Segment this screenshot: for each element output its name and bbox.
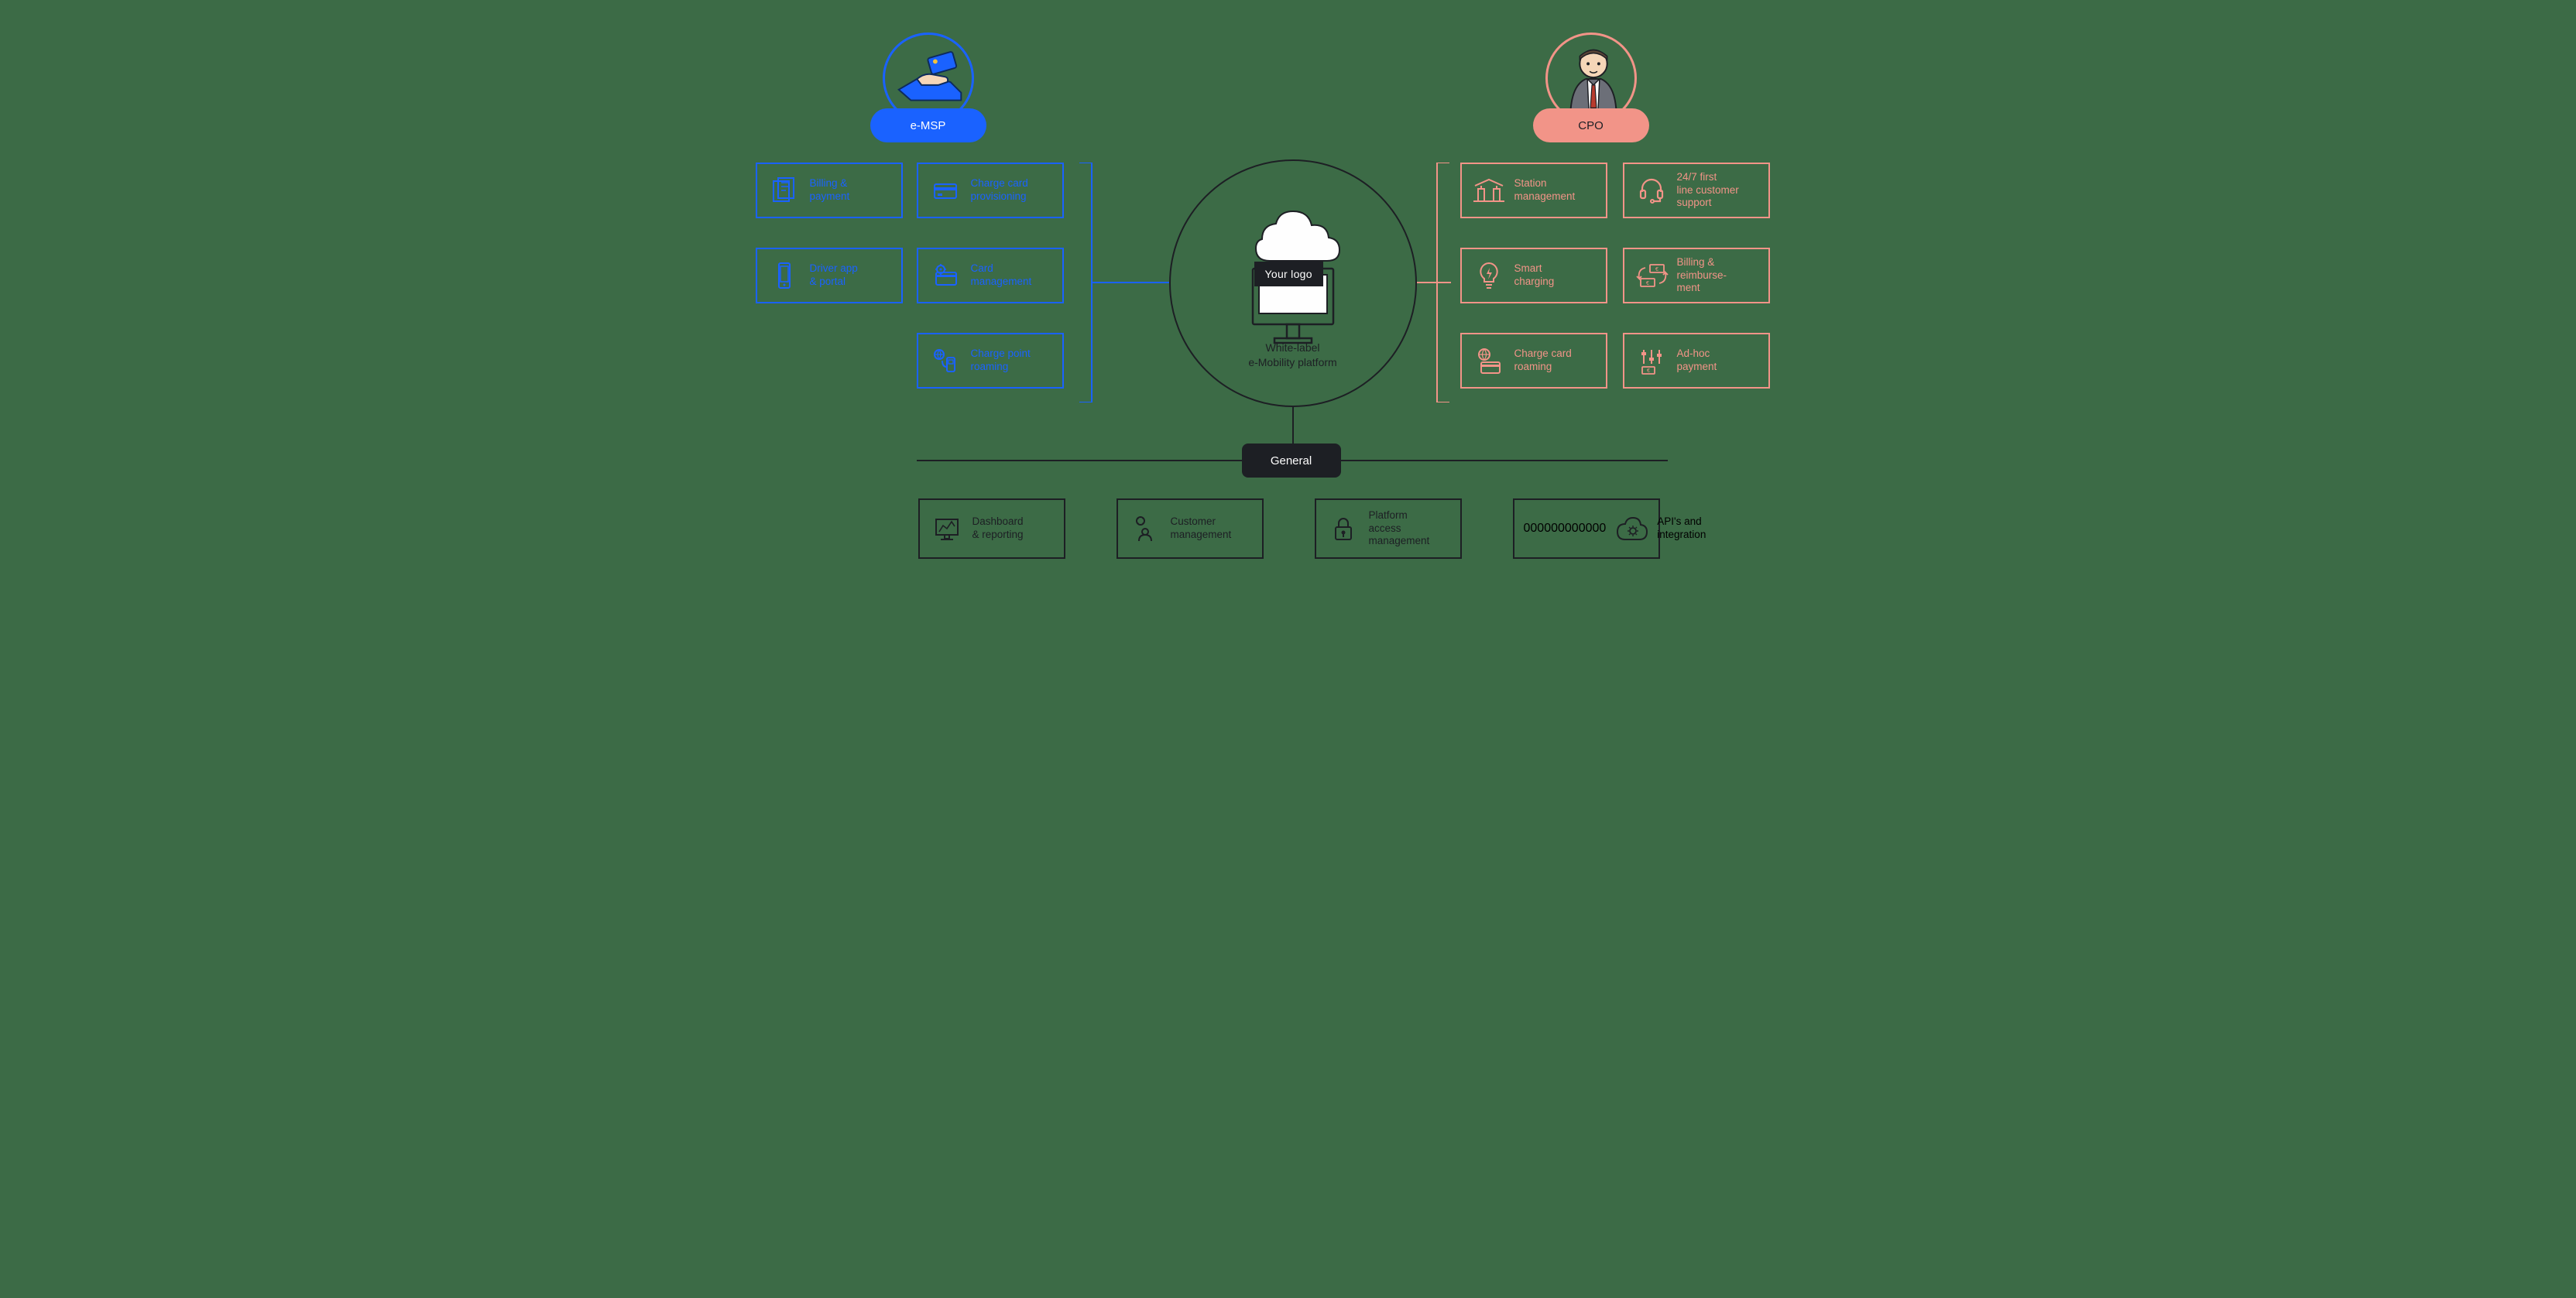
emsp-box-billing: Billing & payment bbox=[756, 163, 903, 218]
gen-box-dashboard-label: Dashboard & reporting bbox=[972, 515, 1024, 542]
cpo-box-reimburse-label: Billing & reimburse- ment bbox=[1677, 256, 1727, 296]
emsp-box-cp-roaming: Charge point roaming bbox=[917, 333, 1064, 389]
emsp-box-driver-app-label: Driver app & portal bbox=[810, 262, 858, 289]
station-icon bbox=[1471, 173, 1507, 208]
gen-box-customer-label: Customer management bbox=[1171, 515, 1232, 542]
emsp-box-card-manage: Card management bbox=[917, 248, 1064, 303]
hub-subtitle: White-label e-Mobility platform bbox=[1216, 341, 1370, 370]
gen-box-api-label: API's and integration bbox=[1657, 515, 1706, 542]
cpo-pill: CPO bbox=[1533, 108, 1649, 142]
cpo-pill-label: CPO bbox=[1578, 119, 1604, 132]
cpo-box-station: Station management bbox=[1460, 163, 1607, 218]
svg-text:€: € bbox=[1647, 368, 1650, 374]
smart-charge-icon bbox=[1471, 258, 1507, 293]
emsp-pill-label: e-MSP bbox=[911, 119, 946, 132]
cpo-box-smart-label: Smart charging bbox=[1514, 262, 1555, 289]
general-pill-label: General bbox=[1271, 454, 1312, 467]
emsp-pill: e-MSP bbox=[870, 108, 986, 142]
gen-box-access: Platform access management bbox=[1315, 498, 1462, 559]
cust-mgmt-icon bbox=[1127, 511, 1163, 546]
cpo-box-support: 24/7 first line customer support bbox=[1623, 163, 1770, 218]
cp-roaming-icon bbox=[928, 343, 963, 378]
cc-roaming-icon bbox=[1471, 343, 1507, 378]
hub-connector-left bbox=[1099, 282, 1169, 283]
cpo-box-smart: Smart charging bbox=[1460, 248, 1607, 303]
reimburse-icon: €€ bbox=[1634, 258, 1669, 293]
emsp-bracket bbox=[1078, 163, 1099, 402]
svg-text:€: € bbox=[1646, 281, 1649, 286]
cpo-box-reimburse: €€ Billing & reimburse- ment bbox=[1623, 248, 1770, 303]
dashboard-icon bbox=[929, 511, 965, 546]
emsp-box-card-manage-label: Card management bbox=[971, 262, 1032, 289]
billing-icon bbox=[767, 173, 802, 208]
general-pill: General bbox=[1242, 444, 1341, 478]
gen-box-api: 000000000000 API's and integration bbox=[1513, 498, 1660, 559]
gen-box-access-label: Platform access management bbox=[1369, 509, 1430, 549]
svg-text:€: € bbox=[1655, 267, 1658, 272]
emsp-box-cp-roaming-label: Charge point roaming bbox=[971, 348, 1031, 374]
card-manage-icon bbox=[928, 258, 963, 293]
gen-box-dashboard: Dashboard & reporting bbox=[918, 498, 1065, 559]
cpo-box-cc-roaming: Charge card roaming bbox=[1460, 333, 1607, 389]
emsp-box-card-provision: Charge card provisioning bbox=[917, 163, 1064, 218]
cpo-box-cc-roaming-label: Charge card roaming bbox=[1514, 348, 1572, 374]
cpo-box-adhoc-label: Ad-hoc payment bbox=[1677, 348, 1717, 374]
adhoc-icon: € bbox=[1634, 343, 1669, 378]
headset-icon bbox=[1634, 173, 1669, 208]
card-provision-icon bbox=[928, 173, 963, 208]
lock-icon bbox=[1326, 511, 1361, 546]
driver-app-icon bbox=[767, 258, 802, 293]
emsp-box-billing-label: Billing & payment bbox=[810, 177, 850, 204]
your-logo-text: Your logo bbox=[1265, 268, 1312, 280]
api-icon bbox=[1614, 511, 1649, 546]
cpo-box-adhoc: € Ad-hoc payment bbox=[1623, 333, 1770, 389]
gen-box-customer: Customer management bbox=[1116, 498, 1264, 559]
cpo-box-support-label: 24/7 first line customer support bbox=[1677, 171, 1739, 211]
cpo-bracket bbox=[1429, 163, 1451, 402]
emsp-box-driver-app: Driver app & portal bbox=[756, 248, 903, 303]
diagram-canvas: e-MSP CPO Billing & payment Charge card … bbox=[684, 0, 1892, 608]
hub-connector-down bbox=[1292, 407, 1294, 446]
your-logo-badge: Your logo bbox=[1254, 262, 1323, 286]
cpo-box-station-label: Station management bbox=[1514, 177, 1576, 204]
emsp-box-card-provision-label: Charge card provisioning bbox=[971, 177, 1028, 204]
